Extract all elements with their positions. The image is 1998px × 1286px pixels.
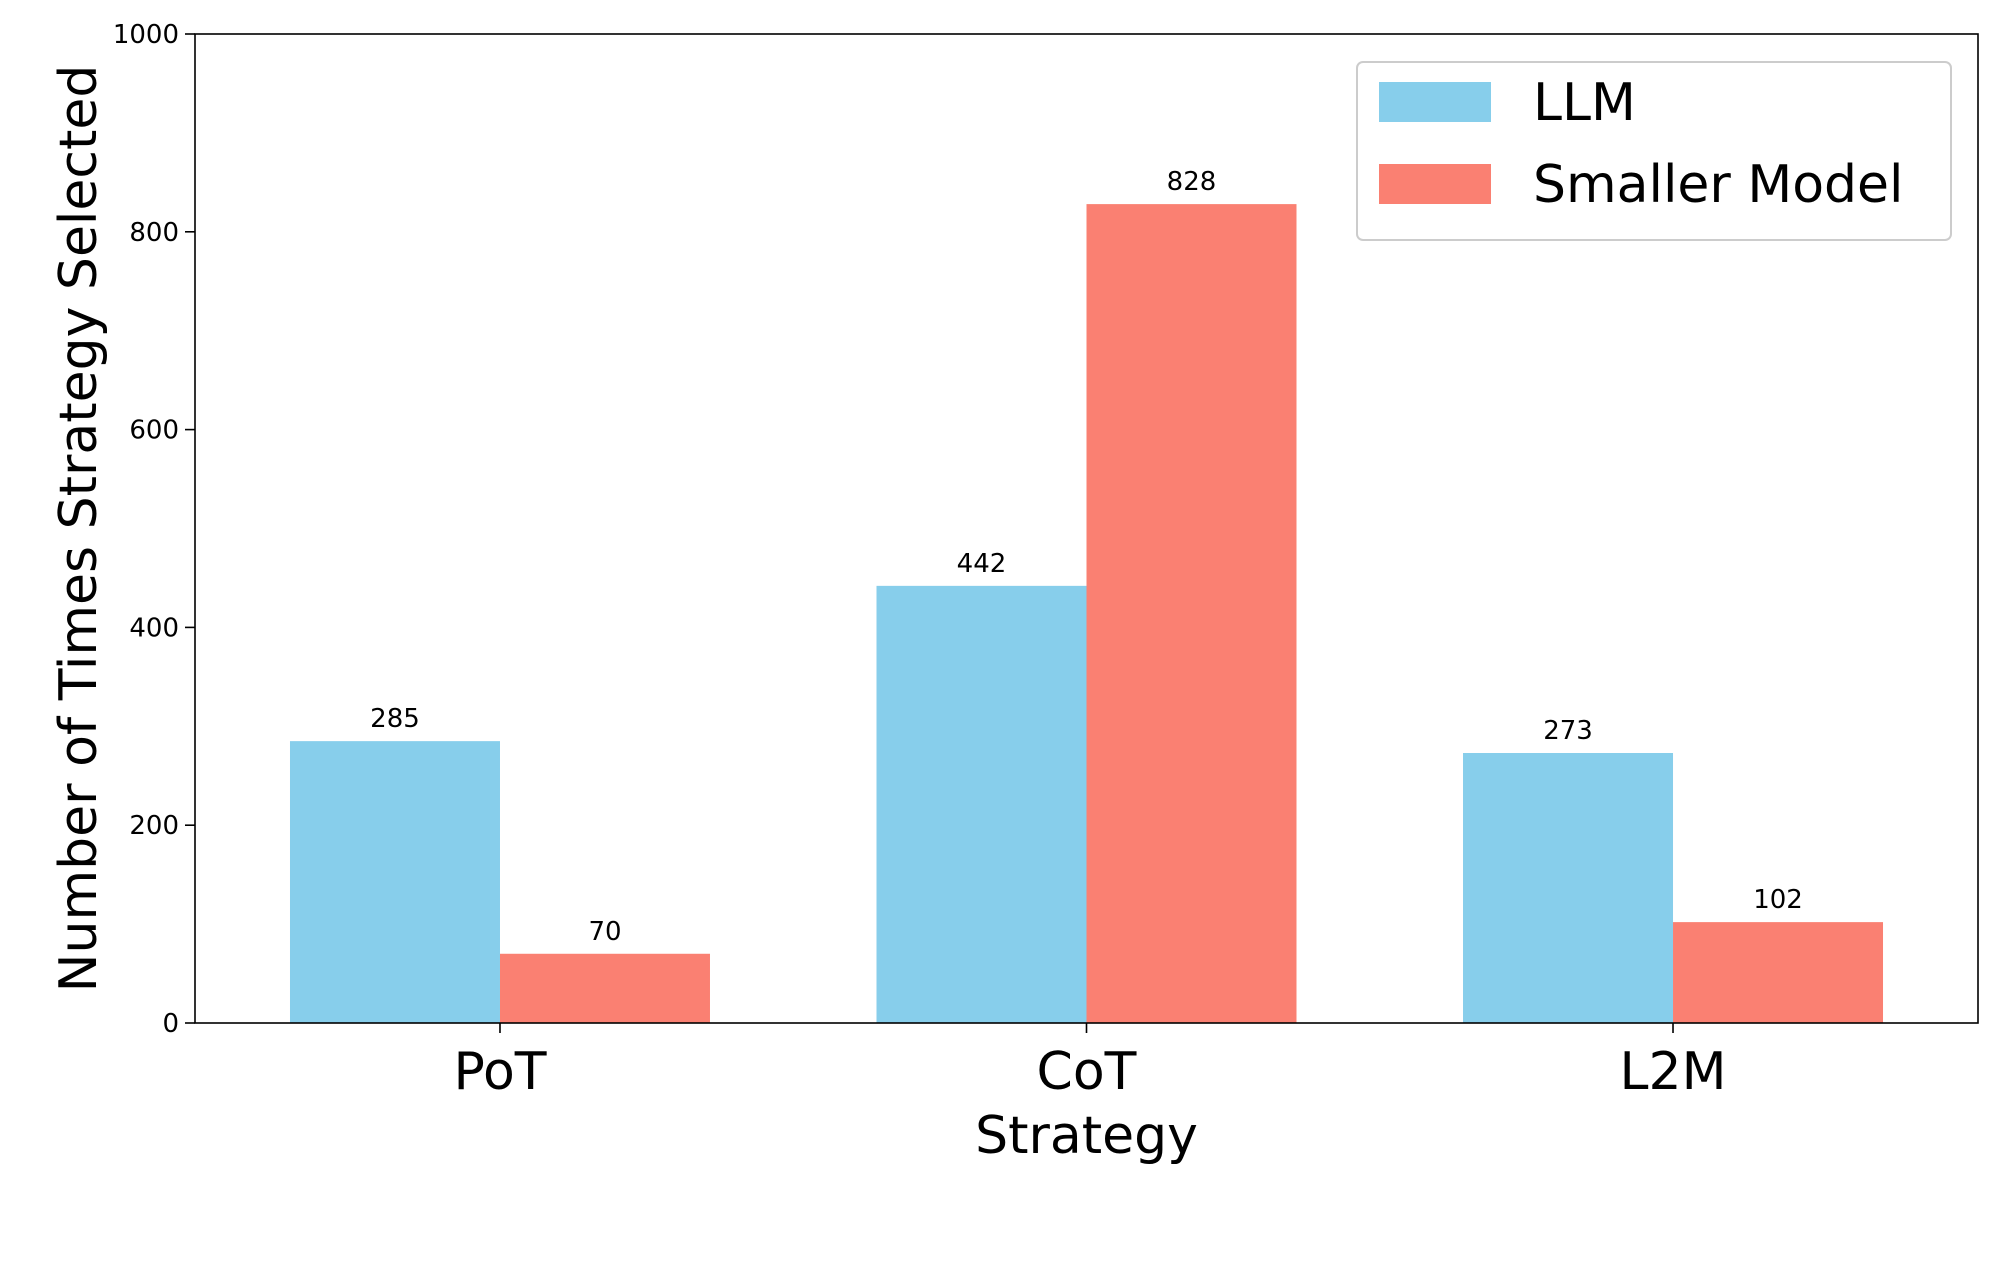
bar-value-label: 70 bbox=[588, 917, 621, 947]
legend-swatch bbox=[1379, 164, 1491, 204]
y-axis: 0 200 400 600 800 1000 bbox=[113, 20, 195, 1039]
x-tick-label: PoT bbox=[453, 1042, 546, 1102]
x-tick-label: CoT bbox=[1037, 1042, 1137, 1102]
y-tick-label: 0 bbox=[162, 1009, 179, 1039]
legend-label: LLM bbox=[1533, 73, 1636, 133]
bar-l2m-smaller-model bbox=[1673, 922, 1884, 1023]
bar-cot-smaller-model bbox=[1086, 204, 1297, 1023]
bar-pot-llm bbox=[289, 741, 500, 1023]
bar-value-label: 273 bbox=[1543, 716, 1593, 746]
y-tick-label: 200 bbox=[129, 811, 179, 841]
x-axis-label: Strategy bbox=[975, 1106, 1198, 1166]
bar-value-label: 828 bbox=[1167, 167, 1217, 197]
legend-box bbox=[1356, 61, 1952, 241]
y-tick-label: 1000 bbox=[113, 20, 179, 50]
y-tick-label: 600 bbox=[129, 416, 179, 446]
y-tick-label: 400 bbox=[129, 613, 179, 643]
bar-cot-llm bbox=[876, 585, 1087, 1023]
y-axis-label: Number of Times Strategy Selected bbox=[49, 65, 109, 993]
legend[interactable]: LLM Smaller Model bbox=[1356, 61, 1952, 241]
bar-pot-smaller-model bbox=[499, 953, 710, 1023]
y-tick-label: 800 bbox=[129, 218, 179, 248]
data-labels-layer: 285 70 442 828 273 102 bbox=[370, 167, 1803, 947]
x-tick-label: L2M bbox=[1620, 1042, 1727, 1102]
bars-layer bbox=[289, 204, 1884, 1023]
x-axis: PoT CoT L2M bbox=[453, 1023, 1726, 1102]
bar-value-label: 102 bbox=[1753, 885, 1803, 915]
legend-swatch bbox=[1379, 82, 1491, 122]
legend-label: Smaller Model bbox=[1533, 155, 1903, 215]
bar-l2m-llm bbox=[1463, 753, 1674, 1023]
bar-value-label: 442 bbox=[957, 549, 1007, 579]
bar-value-label: 285 bbox=[370, 704, 420, 734]
